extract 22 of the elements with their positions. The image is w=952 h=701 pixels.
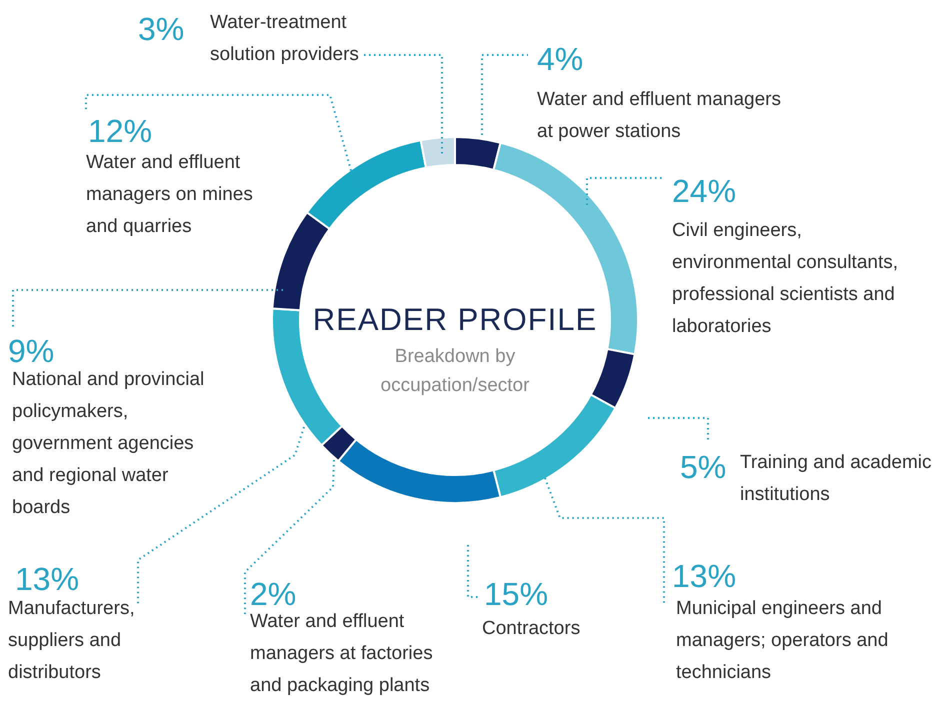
data-label: 9% <box>8 333 54 369</box>
text: READER PROFILE <box>312 302 598 337</box>
slice-label: Water and effluent managers at power stations <box>537 89 781 142</box>
data-label: 3% <box>138 11 184 47</box>
text: Breakdown by occupation/sector <box>380 346 530 396</box>
slice-label: Municipal engineers and managers; operators and technicians <box>676 598 888 683</box>
data-label: 13% <box>672 558 736 594</box>
data-label: 5% <box>680 449 726 485</box>
data-label: 13% <box>15 561 80 597</box>
slice-label: Civil engineers, environmental consultants, professional scientists and laboratories <box>672 220 898 337</box>
slice-label: Water and effluent managers on mines and quarries <box>86 152 253 237</box>
data-label: 4% <box>537 41 584 77</box>
slice-label: Manufacturers, suppliers and distributors <box>8 598 135 683</box>
slice-label: Training and academic institutions <box>740 452 932 505</box>
data-label: 15% <box>484 576 548 612</box>
data-label: 12% <box>88 113 152 149</box>
data-label: 24% <box>672 173 736 209</box>
slice-label: National and provincial policymakers, government agencies and regional water boards <box>12 369 204 518</box>
slice-label: Water-treatment solution providers <box>210 12 359 65</box>
slice-label: Water and effluent managers at factories and packaging plants <box>250 611 433 696</box>
data-label: 2% <box>250 576 296 612</box>
slice-label: Contractors <box>482 618 580 639</box>
